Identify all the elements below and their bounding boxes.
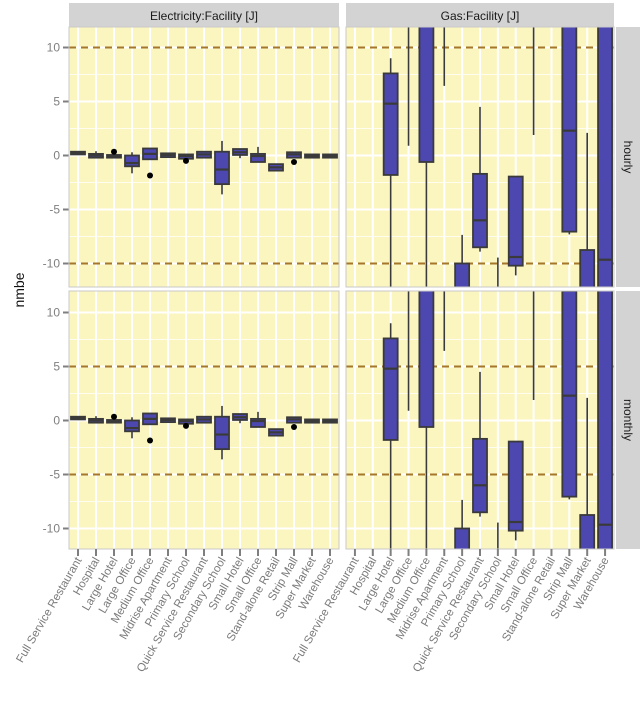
box-body [561,27,578,233]
y-tick-label: 5 [53,360,60,374]
box-body [418,291,435,428]
box-outlier [183,157,189,164]
y-tick-label: 5 [53,95,60,109]
y-tick-label: 0 [53,414,60,428]
facet-strip-row [616,291,640,549]
box-body [418,27,435,163]
box-outlier [111,148,117,155]
panel-border [68,26,340,288]
y-tick-label: 10 [47,306,61,320]
box-outlier [291,158,297,165]
facet-strip-col [346,3,614,27]
box-body [214,150,230,186]
x-tick-label: Full Service Restaurant [14,555,85,665]
facet-strip-col [69,3,339,27]
box-body [382,337,399,441]
y-tick-label: 0 [53,149,60,163]
box-outlier [147,437,153,444]
box-outlier [291,423,297,430]
y-tick-label: -5 [49,468,60,482]
box-body [472,172,488,249]
box-body [454,262,471,287]
box-body [250,152,266,163]
facet-strip-label: Electricity:Facility [J] [150,9,258,23]
box-body [454,527,471,549]
box-body [472,437,488,514]
box-body [250,417,266,428]
box-body [507,175,524,267]
y-tick-label: 10 [47,41,61,55]
facet-strip-row [616,27,640,287]
facet-strip-label: Gas:Facility [J] [441,9,520,23]
facet-strip-label: monthly [621,399,635,441]
facet-panel [69,27,339,287]
box-body [561,291,578,498]
box-body [597,291,613,549]
y-tick-label: -5 [49,203,60,217]
box-body [579,249,596,287]
y-tick-label: -10 [43,257,61,271]
box-outlier [147,172,153,179]
panel-border [345,26,615,288]
box-body [124,154,140,168]
facet-strip-label: hourly [621,141,635,174]
box-outlier [111,413,117,420]
box-body [214,415,230,451]
box-body [124,419,140,433]
box-body [382,72,399,176]
y-axis-title: nmbe [11,272,27,307]
box-body [597,27,613,287]
facet-panel [346,27,614,287]
facet-panel [346,291,614,549]
facet-panel [69,291,339,549]
y-tick-label: -10 [43,522,61,536]
box-body [507,440,524,532]
box-outlier [183,422,189,429]
box-body [579,514,596,549]
